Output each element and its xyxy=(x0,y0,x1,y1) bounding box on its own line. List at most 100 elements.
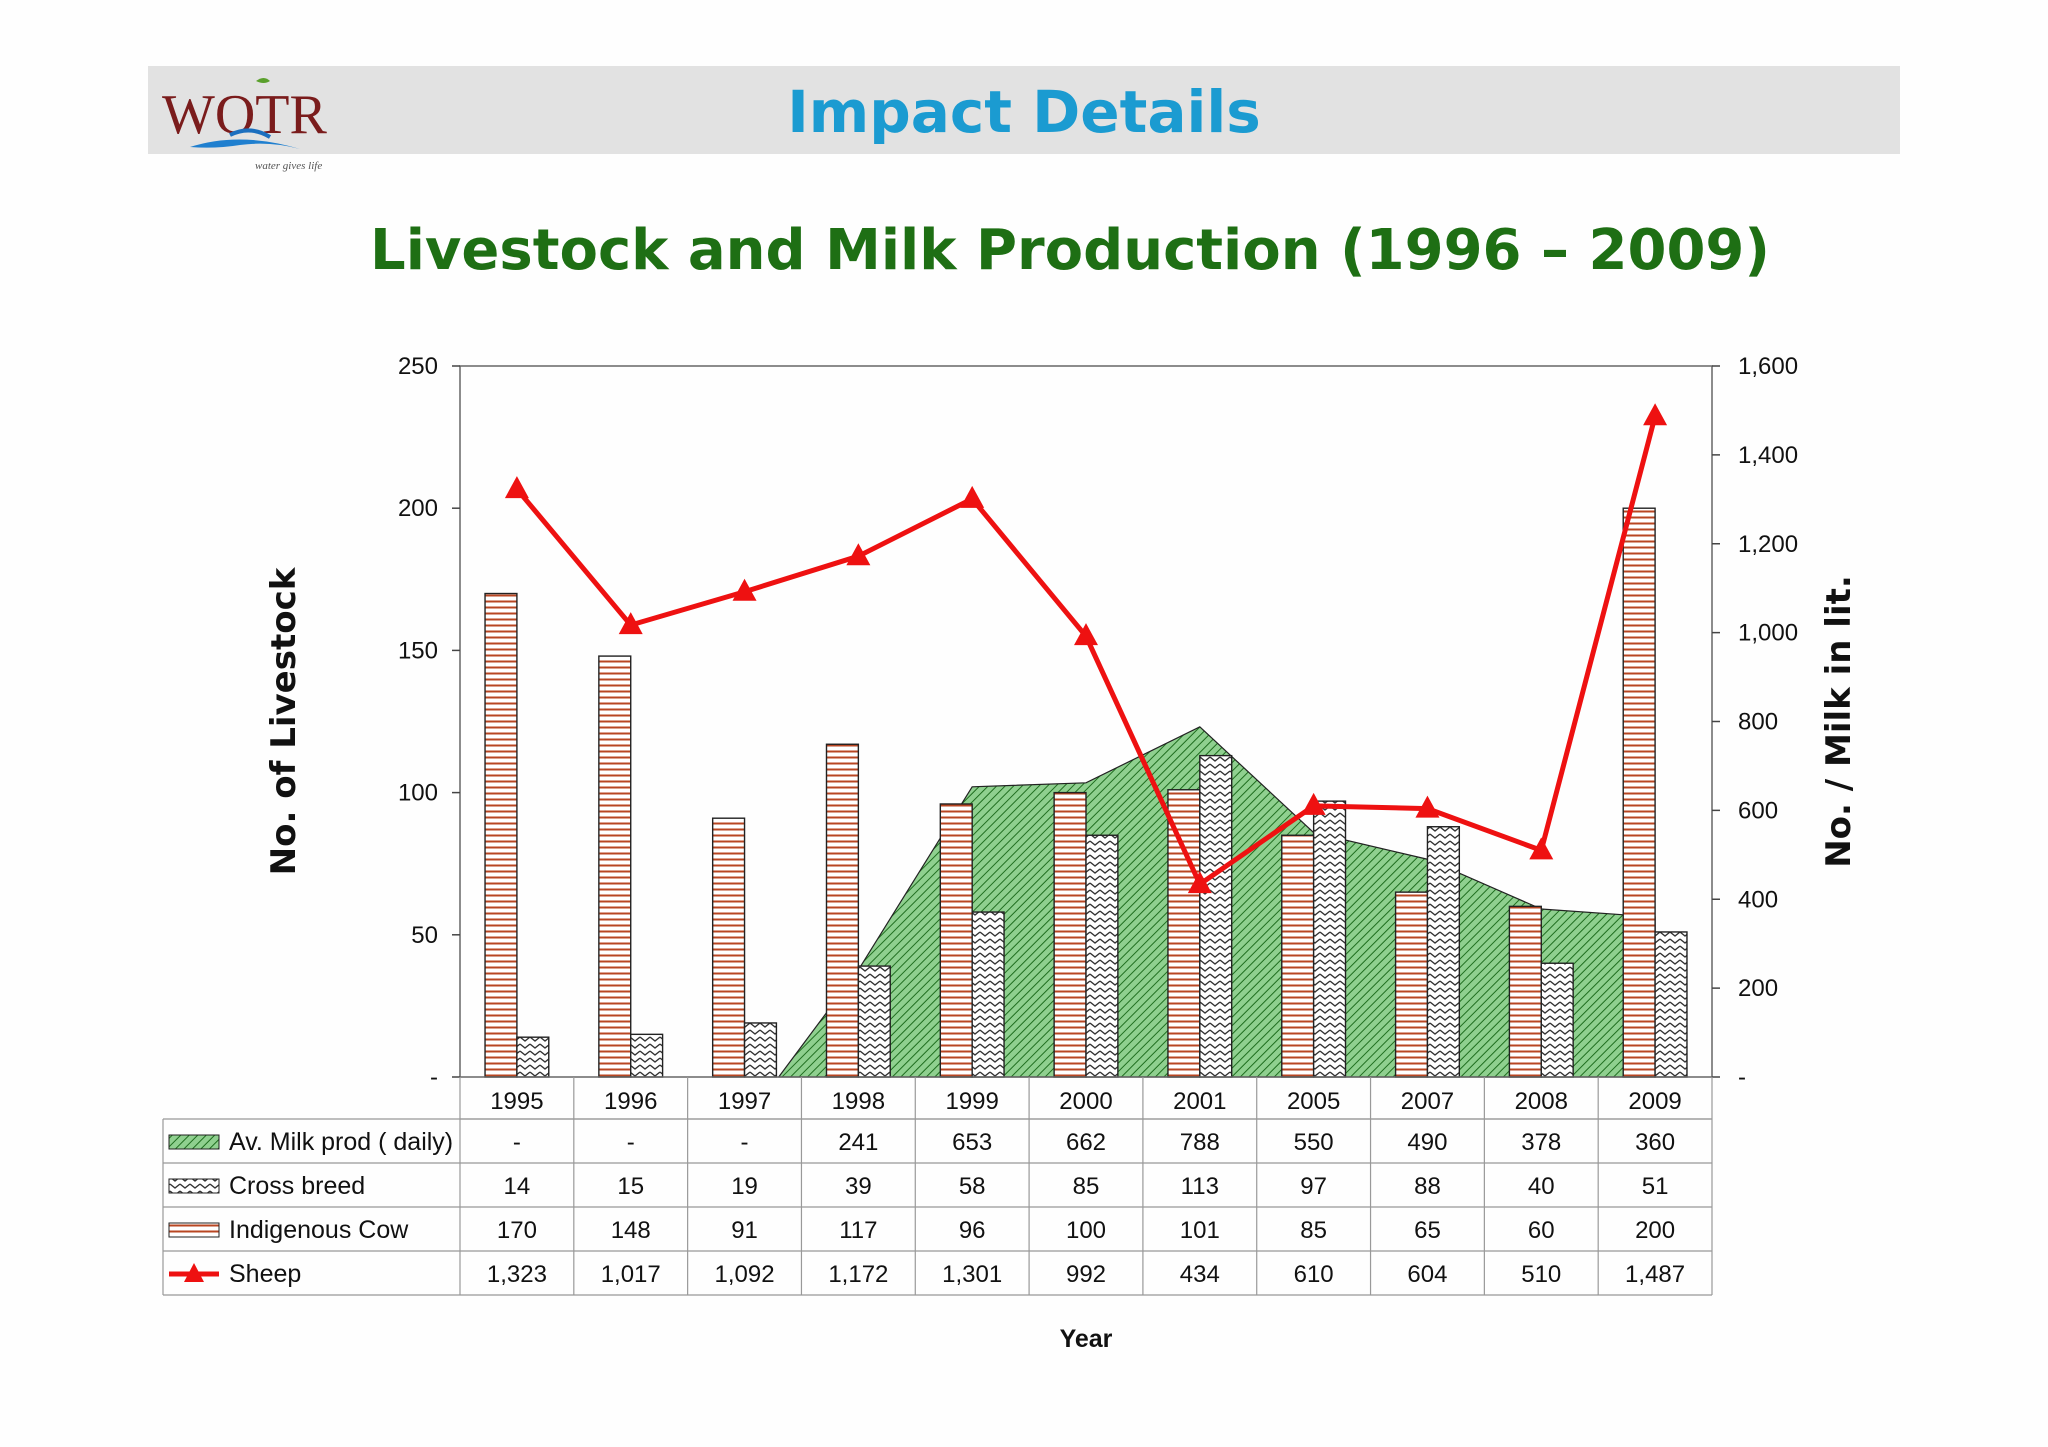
bar-cross-breed-1999 xyxy=(971,911,1005,1078)
table-cell: 60 xyxy=(1528,1217,1555,1244)
table-cell: 1,092 xyxy=(715,1261,775,1288)
bar-indigenous-cow-1996 xyxy=(598,655,632,1078)
bar-cross-breed-2007 xyxy=(1426,826,1461,1078)
table-cell: 1,017 xyxy=(601,1261,661,1288)
table-cell: 992 xyxy=(1066,1261,1106,1288)
sheep-point-2005 xyxy=(1301,792,1326,815)
logo-tagline: water gives life xyxy=(255,160,322,172)
legend-label: Cross breed xyxy=(229,1172,365,1200)
y-axis-title: No. of Livestock xyxy=(264,566,304,875)
y2-axis-title: No. / Milk in lit. xyxy=(1819,575,1859,868)
bar-cross-breed-1996 xyxy=(630,1033,664,1078)
table-cell: 85 xyxy=(1300,1217,1327,1244)
sheep-point-2008 xyxy=(1529,837,1554,860)
sheep-point-2007 xyxy=(1415,795,1440,818)
sheep-point-1996 xyxy=(618,612,643,635)
sheep-point-2009 xyxy=(1643,403,1668,426)
y-tick-label: 50 xyxy=(411,922,438,949)
y-tick-label: 150 xyxy=(398,637,438,664)
table-cell: 662 xyxy=(1066,1129,1106,1156)
sheep-point-2001 xyxy=(1187,871,1212,894)
table-cell: 1,301 xyxy=(942,1261,1002,1288)
table-cell: 97 xyxy=(1300,1173,1327,1200)
table-cell: 241 xyxy=(838,1129,878,1156)
table-cell: 117 xyxy=(839,1217,877,1244)
table-cell: 200 xyxy=(1635,1217,1675,1244)
header-band xyxy=(148,66,1900,154)
table-cell: 15 xyxy=(617,1173,644,1200)
table-cell: 604 xyxy=(1407,1261,1447,1288)
bar-cross-breed-1997 xyxy=(743,1022,778,1078)
bar-indigenous-cow-2009 xyxy=(1622,507,1656,1078)
y2-tick-label: 1,000 xyxy=(1738,620,1798,647)
table-cell: 101 xyxy=(1180,1217,1220,1244)
bar-indigenous-cow-2000 xyxy=(1053,791,1087,1078)
x-tick-label: 2008 xyxy=(1515,1088,1568,1115)
bar-indigenous-cow-2005 xyxy=(1281,834,1315,1078)
table-cell: 788 xyxy=(1180,1129,1220,1156)
table-cell: - xyxy=(513,1129,521,1156)
table-cell: 490 xyxy=(1407,1129,1447,1156)
x-tick-label: 1999 xyxy=(945,1088,998,1115)
bar-cross-breed-1998 xyxy=(857,965,891,1078)
table-cell: 1,487 xyxy=(1625,1261,1685,1288)
table-cell: 51 xyxy=(1642,1173,1669,1200)
table-cell: 148 xyxy=(611,1217,651,1244)
table-cell: 100 xyxy=(1066,1217,1106,1244)
bar-indigenous-cow-2008 xyxy=(1508,905,1542,1078)
table-cell: 1,323 xyxy=(487,1261,547,1288)
x-tick-label: 1997 xyxy=(718,1088,771,1115)
y-tick-label: 250 xyxy=(398,353,438,380)
table-cell: 1,172 xyxy=(828,1261,888,1288)
table-cell: 170 xyxy=(497,1217,537,1244)
legend-label: Indigenous Cow xyxy=(229,1216,409,1244)
y2-tick-label: 200 xyxy=(1738,975,1778,1002)
table-cell: 65 xyxy=(1414,1217,1441,1244)
table-cell: 378 xyxy=(1521,1129,1561,1156)
legend-label: Av. Milk prod ( daily) xyxy=(229,1128,453,1156)
x-tick-label: 2000 xyxy=(1059,1088,1112,1115)
table-cell: 610 xyxy=(1294,1261,1334,1288)
x-axis-title: Year xyxy=(1060,1325,1113,1353)
table-cell: 434 xyxy=(1180,1261,1220,1288)
y2-tick-label: 1,600 xyxy=(1738,353,1798,380)
bar-cross-breed-2000 xyxy=(1085,834,1119,1078)
table-cell: 40 xyxy=(1528,1173,1555,1200)
y2-tick-label: 1,200 xyxy=(1738,531,1798,558)
bar-indigenous-cow-1999 xyxy=(939,803,973,1078)
table-cell: 510 xyxy=(1521,1261,1561,1288)
bar-indigenous-cow-1997 xyxy=(711,817,746,1078)
table-cell: - xyxy=(741,1129,749,1156)
table-cell: 88 xyxy=(1414,1173,1441,1200)
table-cell: 96 xyxy=(959,1217,986,1244)
chart-title: Livestock and Milk Production (1996 – 20… xyxy=(370,218,1770,283)
table-cell: 39 xyxy=(845,1173,872,1200)
y2-tick-label: 600 xyxy=(1738,797,1778,824)
x-tick-label: 2005 xyxy=(1287,1088,1340,1115)
y2-tick-label: 800 xyxy=(1738,709,1778,736)
bar-indigenous-cow-1998 xyxy=(825,743,860,1078)
legend-label: Sheep xyxy=(229,1260,301,1288)
x-tick-label: 2007 xyxy=(1401,1088,1454,1115)
x-tick-label: 1998 xyxy=(832,1088,885,1115)
bar-cross-breed-2009 xyxy=(1654,931,1688,1078)
y-tick-label: 200 xyxy=(398,495,438,522)
bar-cross-breed-1995 xyxy=(516,1036,550,1078)
x-tick-label: 1996 xyxy=(604,1088,657,1115)
logo-text: WOTR xyxy=(162,84,328,146)
table-cell: 58 xyxy=(959,1173,986,1200)
sheep-point-2000 xyxy=(1074,623,1098,646)
y2-tick-label: - xyxy=(1738,1064,1746,1091)
x-tick-label: 2009 xyxy=(1628,1088,1681,1115)
y2-tick-label: 400 xyxy=(1738,886,1778,913)
table-cell: 85 xyxy=(1073,1173,1100,1200)
page-title: Impact Details xyxy=(787,78,1261,146)
bar-indigenous-cow-1995 xyxy=(484,592,518,1078)
x-tick-label: 2001 xyxy=(1173,1088,1226,1115)
sheep-point-1997 xyxy=(732,578,757,601)
bar-cross-breed-2005 xyxy=(1312,800,1347,1078)
sheep-point-1995 xyxy=(504,476,529,499)
y-tick-label: - xyxy=(430,1064,438,1091)
bar-indigenous-cow-2001 xyxy=(1167,789,1201,1078)
legend-marker xyxy=(184,1263,204,1282)
